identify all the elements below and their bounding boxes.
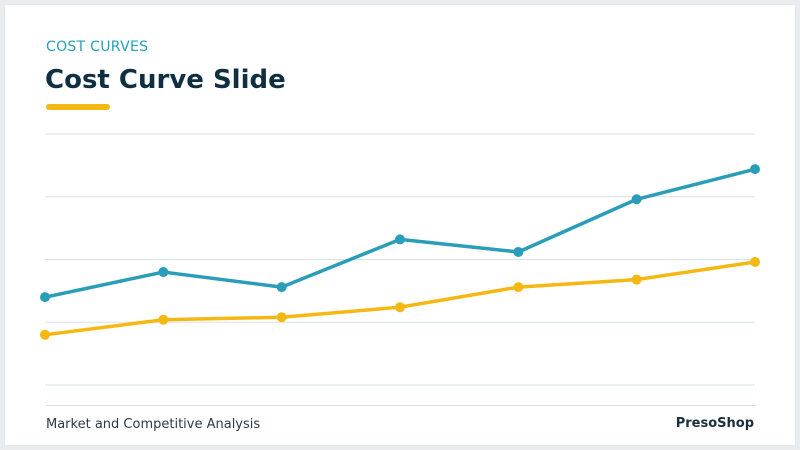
data-point bbox=[395, 234, 405, 245]
data-point bbox=[395, 302, 405, 313]
data-point bbox=[40, 292, 50, 303]
data-point bbox=[513, 282, 524, 293]
data-point bbox=[40, 329, 50, 340]
slide: COST CURVES Cost Curve Slide Market and … bbox=[4, 4, 796, 446]
footer-left-text: Market and Competitive Analysis bbox=[46, 417, 261, 432]
footer-divider bbox=[46, 405, 756, 406]
data-point bbox=[631, 194, 642, 205]
data-point bbox=[750, 164, 760, 175]
title-accent-bar bbox=[46, 104, 110, 110]
data-point bbox=[276, 312, 287, 323]
data-point bbox=[276, 282, 287, 293]
data-point bbox=[158, 267, 169, 278]
data-point bbox=[158, 314, 169, 325]
data-point bbox=[513, 246, 524, 257]
slide-eyebrow: COST CURVES bbox=[46, 39, 149, 55]
data-point bbox=[631, 274, 642, 285]
footer-brand: PresoShop bbox=[675, 416, 754, 431]
data-point bbox=[750, 257, 760, 268]
slide-title: Cost Curve Slide bbox=[45, 65, 286, 95]
